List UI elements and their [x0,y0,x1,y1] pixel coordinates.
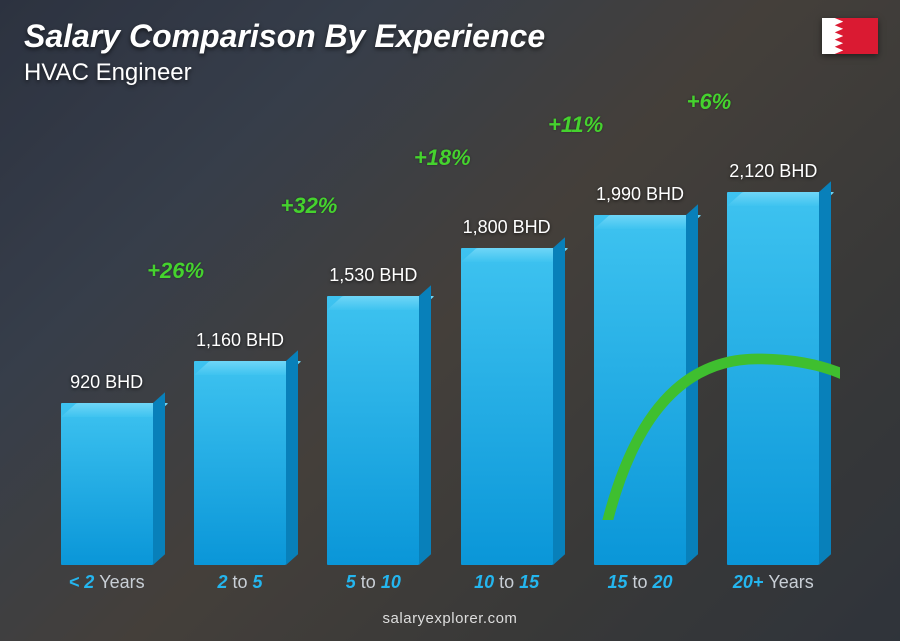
x-axis-label: 15 to 20 [573,572,706,593]
bar-front-face [461,248,553,565]
bar-3d [194,361,286,565]
bar-front-face [594,215,686,565]
x-axis-label: 20+ Years [707,572,840,593]
bar-3d [727,192,819,565]
bar-front-face [61,403,153,565]
bar-side-face [819,181,831,565]
bar-side-face [286,350,298,565]
flag-field [843,18,878,54]
x-axis-label: 5 to 10 [307,572,440,593]
x-axis-label: < 2 Years [40,572,173,593]
bar-3d [61,403,153,565]
bar-col: 1,160 BHD [173,330,306,565]
increase-percent-label: +11% [548,112,603,138]
x-axis-label: 10 to 15 [440,572,573,593]
bar-front-face [194,361,286,565]
chart-title: Salary Comparison By Experience [24,18,545,55]
bahrain-flag-icon [822,18,878,54]
bar-3d [461,248,553,565]
x-axis-label: 2 to 5 [173,572,306,593]
header: Salary Comparison By Experience HVAC Eng… [24,18,545,87]
bar-side-face [419,285,431,565]
bar-value-label: 2,120 BHD [729,161,817,182]
bar-col: 1,800 BHD [440,217,573,565]
bars-container: 920 BHD 1,160 BHD 1,530 BHD 1,800 BHD 1,… [40,120,840,565]
chart-subtitle: HVAC Engineer [24,59,545,87]
bar-3d [327,296,419,565]
bar-value-label: 1,160 BHD [196,330,284,351]
bar-front-face [727,192,819,565]
bar-value-label: 1,530 BHD [329,265,417,286]
salary-bar-chart: 920 BHD 1,160 BHD 1,530 BHD 1,800 BHD 1,… [40,120,840,593]
bar-side-face [553,237,565,565]
bar-value-label: 920 BHD [70,372,143,393]
bar-side-face [153,392,165,565]
flag-serration [822,18,843,54]
bar-col: 920 BHD [40,372,173,565]
bar-value-label: 1,800 BHD [463,217,551,238]
increase-percent-label: +6% [687,89,732,115]
bar-col: 1,990 BHD [573,184,706,565]
bar-side-face [686,204,698,565]
increase-percent-label: +32% [280,193,337,219]
bar-value-label: 1,990 BHD [596,184,684,205]
bar-col: 1,530 BHD [307,265,440,565]
x-axis: < 2 Years2 to 55 to 1010 to 1515 to 2020… [40,572,840,593]
bar-front-face [327,296,419,565]
increase-percent-label: +26% [147,258,204,284]
increase-percent-label: +18% [414,145,471,171]
footer-attribution: salaryexplorer.com [0,610,900,627]
bar-col: 2,120 BHD [707,161,840,565]
bar-3d [594,215,686,565]
